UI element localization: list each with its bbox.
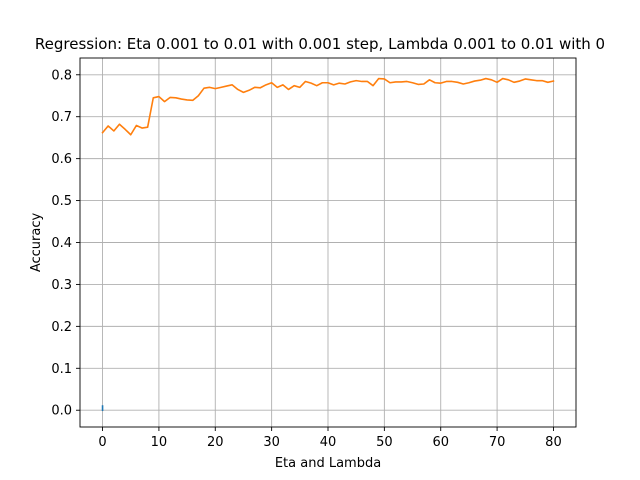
y-axis-label: Accuracy	[29, 213, 44, 273]
x-tick-label: 80	[545, 435, 562, 450]
y-tick-label: 0.2	[51, 320, 72, 335]
grid-lines	[80, 58, 576, 427]
y-tick-label: 0.0	[51, 404, 72, 419]
x-tick-label: 0	[98, 435, 106, 450]
series-layer	[101, 77, 555, 412]
x-tick-label: 60	[432, 435, 449, 450]
series-line-2	[101, 77, 555, 136]
x-tick-label: 20	[207, 435, 224, 450]
chart-title: Regression: Eta 0.001 to 0.01 with 0.001…	[35, 35, 605, 53]
y-tick-label: 0.5	[51, 194, 72, 209]
x-tick-label: 40	[320, 435, 337, 450]
y-tick-label: 0.8	[51, 68, 72, 83]
x-tick-label: 10	[151, 435, 168, 450]
y-tick-label: 0.6	[51, 152, 72, 167]
x-tick-label: 70	[489, 435, 506, 450]
y-tick-label: 0.4	[51, 236, 72, 251]
y-tick-label: 0.1	[51, 362, 72, 377]
y-tick-label: 0.7	[51, 110, 72, 125]
x-tick-label: 30	[263, 435, 280, 450]
x-tick-label: 50	[376, 435, 393, 450]
x-axis-label: Eta and Lambda	[275, 456, 381, 471]
axis-ticks: 0 10 20 30 40 50 60 70 80 0.0 0.1 0.2 0.3 0.4 0.5 0.6 0.…	[51, 68, 561, 450]
y-tick-label: 0.3	[51, 278, 72, 293]
